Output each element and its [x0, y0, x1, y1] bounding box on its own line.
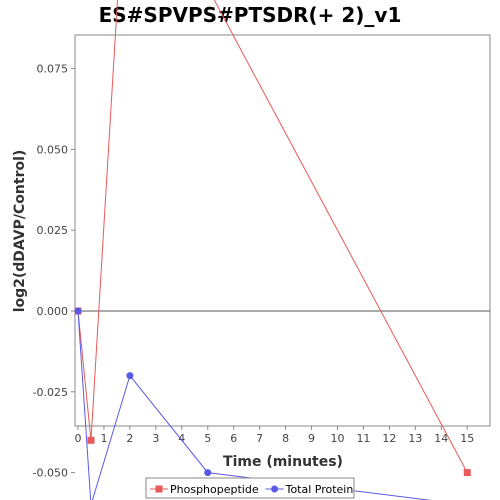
plot-area	[74, 34, 491, 427]
x-tick-label: 2	[126, 432, 133, 445]
x-tick-label: 7	[256, 432, 263, 445]
x-tick-label: 4	[178, 432, 185, 445]
series-line-1	[77, 0, 468, 473]
data-point	[463, 469, 471, 477]
data-point	[87, 436, 95, 444]
y-tick-label: 0.050	[37, 143, 69, 156]
x-tick-label: 5	[204, 432, 211, 445]
y-axis-label: log2(dDAVP/Control)	[12, 150, 28, 313]
legend: Phosphopeptide Total Protein	[145, 477, 355, 499]
data-point	[74, 307, 82, 315]
y-tick-label: 0.025	[37, 224, 69, 237]
x-tick-label: 11	[356, 432, 370, 445]
x-tick-label: 1	[100, 432, 107, 445]
y-tick-label: 0.075	[37, 63, 69, 76]
y-tick-label: 0.000	[37, 305, 69, 318]
x-axis-label: Time (minutes)	[223, 454, 343, 470]
x-tick-label: 8	[282, 432, 289, 445]
chart-title: ES#SPVPS#PTSDR(+ 2)_v1	[98, 3, 402, 27]
x-tick-label: 10	[331, 432, 345, 445]
x-tick-label: 14	[434, 432, 448, 445]
x-tick-label: 12	[382, 432, 396, 445]
legend-marker	[271, 485, 279, 493]
data-point	[204, 469, 212, 477]
x-tick-label: 13	[408, 432, 422, 445]
x-tick-label: 3	[152, 432, 159, 445]
x-tick-label: 6	[230, 432, 237, 445]
legend-marker	[155, 485, 163, 493]
data-point	[126, 372, 134, 380]
x-tick-label: 15	[460, 432, 474, 445]
legend-box	[145, 477, 355, 499]
y-tick-label: -0.025	[33, 386, 68, 399]
y-tick-label: -0.050	[33, 467, 68, 480]
legend-label: Total Protein	[285, 483, 354, 496]
x-tick-label: 0	[75, 432, 82, 445]
legend-label: Phosphopeptide	[170, 483, 259, 496]
x-tick-label: 9	[308, 432, 315, 445]
